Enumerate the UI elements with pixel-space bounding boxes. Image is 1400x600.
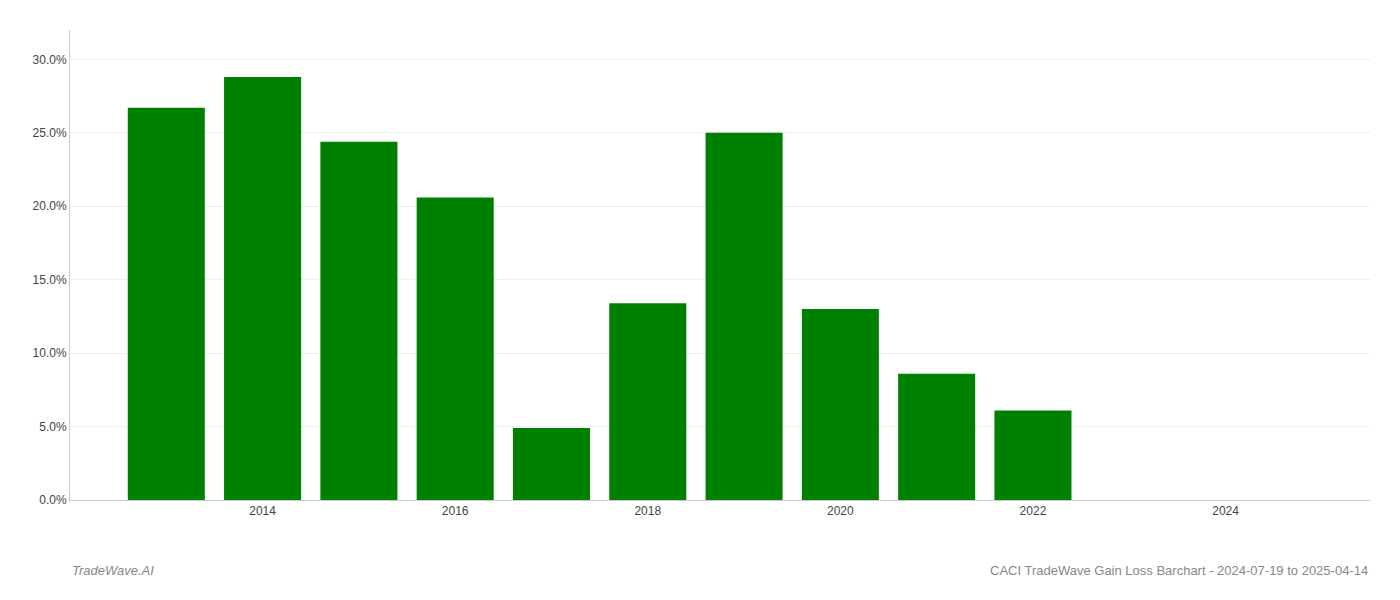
svg-text:5.0%: 5.0%: [39, 420, 67, 434]
svg-text:0.0%: 0.0%: [39, 493, 67, 507]
svg-text:30.0%: 30.0%: [33, 53, 67, 67]
svg-text:2018: 2018: [634, 504, 661, 518]
svg-text:10.0%: 10.0%: [33, 346, 67, 360]
svg-text:2016: 2016: [442, 504, 469, 518]
svg-text:2014: 2014: [249, 504, 276, 518]
svg-text:CACI TradeWave Gain Loss Barch: CACI TradeWave Gain Loss Barchart - 2024…: [990, 563, 1368, 578]
svg-text:2020: 2020: [827, 504, 854, 518]
svg-text:25.0%: 25.0%: [33, 126, 67, 140]
svg-text:15.0%: 15.0%: [33, 273, 67, 287]
svg-text:20.0%: 20.0%: [33, 199, 67, 213]
svg-text:TradeWave.AI: TradeWave.AI: [72, 563, 154, 578]
svg-text:2022: 2022: [1020, 504, 1047, 518]
svg-text:2024: 2024: [1212, 504, 1239, 518]
